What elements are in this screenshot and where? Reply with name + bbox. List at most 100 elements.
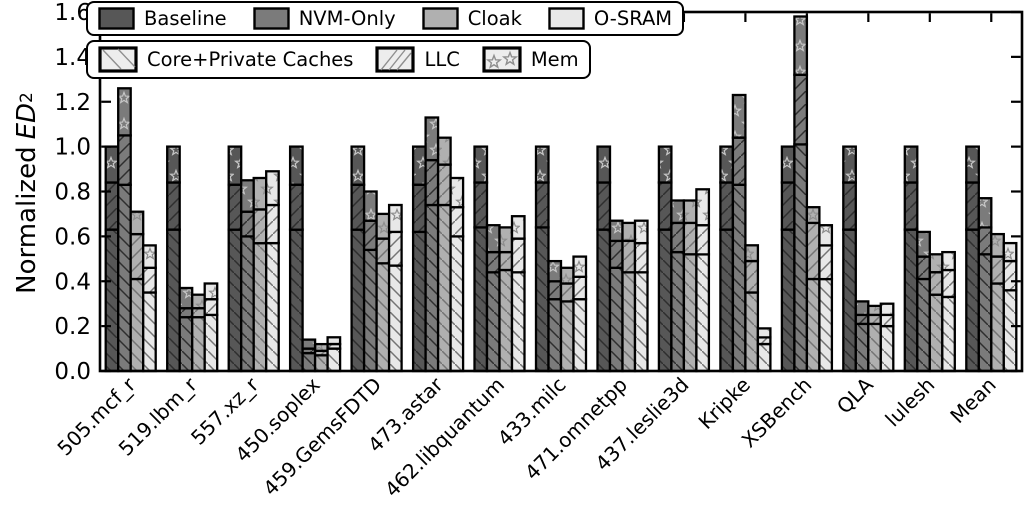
bar-segment-473.astar-Baseline-Mem — [411, 145, 427, 186]
y-axis-title: Normalized ED 2 — [12, 92, 42, 294]
x-tick-label: lulesh — [881, 373, 940, 432]
bar-segment-459.GemsFDTD-Cloak-LLC — [375, 237, 391, 265]
bar-segment-XSBench-NVM-Only-Mem — [793, 15, 809, 76]
bar-segment-505.mcf_r-Cloak-Core+Private Caches — [129, 277, 145, 373]
y-tick-label: 1.6 — [54, 0, 91, 26]
legend-variant-Cloak-label: Cloak — [467, 7, 522, 30]
bar-segment-459.GemsFDTD-NVM-Only-Core+Private Caches — [362, 248, 378, 373]
bar-segment-462.libquantum-O-SRAM-Core+Private Caches — [510, 271, 526, 373]
bar-segment-XSBench-Cloak-Core+Private Caches — [805, 277, 821, 373]
bar-segment-450.soplex-O-SRAM-Core+Private Caches — [326, 347, 342, 373]
bar-segment-Mean-Baseline-LLC — [965, 181, 980, 231]
bar-segment-557.xz_r-O-SRAM-Core+Private Caches — [265, 241, 280, 373]
bar-segment-505.mcf_r-Baseline-Core+Private Caches — [104, 228, 120, 373]
bar-segment-462.libquantum-Baseline-Core+Private Caches — [473, 226, 489, 373]
legend-variants: Baseline NVM-Only Cloak O-SRAM — [86, 1, 685, 36]
bar-segment-519.lbm_r-NVM-Only-Core+Private Caches — [178, 315, 194, 373]
bar-segment-519.lbm_r-NVM-Only-LLC — [178, 307, 194, 319]
bar-segment-Mean-Baseline-Mem — [965, 145, 980, 184]
bar-segment-lulesh-Baseline-Mem — [903, 145, 919, 184]
bar-segment-471.omnetpp-Baseline-LLC — [596, 181, 612, 231]
bar-segment-Kripke-O-SRAM-Core+Private Caches — [756, 342, 772, 373]
bar-segment-433.milc-O-SRAM-Mem — [572, 255, 588, 278]
bar-segment-450.soplex-Baseline-Core+Private Caches — [288, 228, 304, 373]
bar-segment-557.xz_r-NVM-Only-LLC — [240, 210, 255, 238]
bar-segment-437.leslie3d-NVM-Only-Core+Private Caches — [670, 250, 686, 373]
bar-segment-471.omnetpp-Baseline-Mem — [596, 145, 612, 184]
bar-segment-459.GemsFDTD-Cloak-Mem — [375, 212, 391, 240]
y-tick-label: 1.0 — [54, 135, 91, 161]
bar-segment-QLA-O-SRAM-LLC — [879, 313, 895, 328]
bar-segment-471.omnetpp-NVM-Only-LLC — [608, 239, 624, 269]
bar-segment-Kripke-NVM-Only-Core+Private Caches — [731, 183, 747, 373]
bar-segment-QLA-NVM-Only-LLC — [854, 313, 870, 326]
bar-segment-471.omnetpp-O-SRAM-Core+Private Caches — [633, 271, 649, 373]
bar-segment-Mean-NVM-Only-Mem — [977, 197, 993, 229]
y-axis-title-symbol: ED — [12, 102, 42, 140]
bar-segment-557.xz_r-Baseline-Core+Private Caches — [227, 228, 243, 373]
bar-segment-lulesh-Cloak-LLC — [928, 271, 944, 296]
legend-hatch-swatch-star — [482, 46, 522, 73]
legend-variant-Baseline-label: Baseline — [144, 7, 227, 30]
bar-segment-462.libquantum-Baseline-Mem — [473, 145, 489, 184]
bar-segment-Mean-Cloak-Core+Private Caches — [990, 282, 1005, 373]
bar-segment-557.xz_r-Cloak-LLC — [252, 208, 268, 245]
bar-segment-462.libquantum-Baseline-LLC — [473, 181, 489, 229]
bar-segment-505.mcf_r-NVM-Only-Mem — [117, 87, 132, 137]
bar-segment-Kripke-Baseline-Core+Private Caches — [719, 228, 735, 373]
bar-segment-QLA-O-SRAM-Core+Private Caches — [879, 324, 895, 373]
bar-segment-Mean-O-SRAM-Core+Private Caches — [1002, 289, 1018, 373]
bar-segment-437.leslie3d-O-SRAM-Core+Private Caches — [695, 253, 711, 373]
bar-segment-Kripke-Baseline-LLC — [719, 181, 735, 231]
bar-segment-433.milc-Cloak-Mem — [559, 266, 575, 285]
bar-segment-473.astar-Baseline-Core+Private Caches — [411, 230, 427, 373]
bar-segment-557.xz_r-O-SRAM-LLC — [265, 203, 280, 245]
bar-segment-lulesh-O-SRAM-Core+Private Caches — [941, 295, 956, 373]
bar-segment-433.milc-O-SRAM-Core+Private Caches — [572, 298, 588, 373]
legend-variant-Baseline: Baseline — [98, 7, 227, 30]
bar-segment-450.soplex-Cloak-Mem — [313, 342, 329, 352]
x-tick-label: QLA — [832, 372, 878, 418]
legend-variant-NVM-Only-label: NVM-Only — [298, 7, 396, 30]
bar-segment-473.astar-Cloak-Mem — [436, 136, 452, 166]
bar-segment-473.astar-O-SRAM-LLC — [449, 206, 465, 238]
bar-segment-XSBench-NVM-Only-Core+Private Caches — [793, 143, 809, 373]
legend-hatch-swatch-backslash — [98, 46, 138, 73]
bar-segment-450.soplex-Baseline-LLC — [288, 183, 304, 231]
bar-segment-471.omnetpp-Baseline-Core+Private Caches — [596, 228, 612, 373]
bar-segment-459.GemsFDTD-Baseline-LLC — [350, 183, 366, 231]
bar-segment-XSBench-Baseline-Core+Private Caches — [780, 228, 796, 373]
bar-segment-557.xz_r-Cloak-Core+Private Caches — [252, 241, 268, 373]
bar-segment-459.GemsFDTD-Baseline-Mem — [350, 145, 366, 186]
bar-segment-lulesh-Cloak-Core+Private Caches — [928, 293, 944, 373]
bar-segment-473.astar-Cloak-LLC — [436, 163, 452, 207]
legend-color-swatch — [252, 7, 290, 30]
legend-components: Core+Private Caches LLC Mem — [86, 40, 591, 79]
y-tick-label: 0.8 — [54, 180, 91, 206]
bar-segment-519.lbm_r-O-SRAM-LLC — [203, 298, 219, 317]
bar-segment-450.soplex-NVM-Only-Mem — [301, 338, 317, 350]
bar-segment-473.astar-O-SRAM-Core+Private Caches — [449, 235, 465, 373]
bar-segment-471.omnetpp-Cloak-Core+Private Caches — [621, 271, 637, 373]
bar-segment-450.soplex-NVM-Only-Core+Private Caches — [301, 351, 317, 373]
bar-segment-471.omnetpp-O-SRAM-LLC — [633, 241, 649, 274]
y-tick-label: 0.0 — [54, 359, 91, 385]
bar-segment-437.leslie3d-NVM-Only-Mem — [670, 199, 686, 225]
bar-segment-473.astar-Baseline-LLC — [411, 183, 427, 234]
bar-segment-Mean-NVM-Only-LLC — [977, 226, 993, 256]
bar-segment-473.astar-NVM-Only-Core+Private Caches — [424, 203, 440, 373]
bar-segment-433.milc-Baseline-Mem — [534, 145, 550, 184]
legend-color-swatch — [421, 7, 459, 30]
bar-segment-Kripke-NVM-Only-Mem — [731, 93, 747, 139]
bar-segment-lulesh-NVM-Only-LLC — [916, 255, 931, 281]
bar-segment-473.astar-NVM-Only-LLC — [424, 158, 440, 207]
bar-segment-433.milc-NVM-Only-Mem — [547, 259, 563, 283]
bar-segment-462.libquantum-Cloak-Mem — [498, 226, 514, 254]
bar-segment-459.GemsFDTD-Baseline-Core+Private Caches — [350, 228, 366, 373]
legend-hatch-swatch-slash — [375, 46, 416, 73]
bar-segment-433.milc-NVM-Only-Core+Private Caches — [547, 298, 563, 373]
bar-segment-XSBench-Cloak-Mem — [805, 206, 821, 225]
bar-segment-519.lbm_r-O-SRAM-Core+Private Caches — [203, 313, 219, 373]
bar-segment-433.milc-NVM-Only-LLC — [547, 280, 563, 301]
